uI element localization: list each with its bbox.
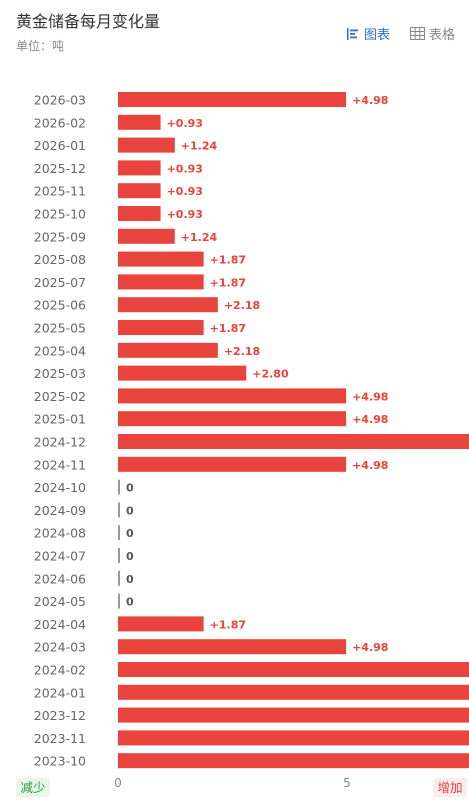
data-label: +2.80 [252,368,289,381]
y-tick-label: 2025-12 [34,161,86,176]
y-tick-label: 2026-02 [34,115,86,130]
data-label: +1.87 [210,322,246,335]
y-tick-label: 2025-03 [34,366,86,381]
y-tick-label: 2026-03 [34,93,86,108]
x-tick-label: 0 [114,776,122,790]
y-tick-label: 2025-04 [34,343,86,358]
data-label: 0 [126,550,134,563]
y-tick-label: 2024-01 [34,685,86,700]
bar [118,479,120,495]
chart-view-button[interactable]: 图表 [346,24,390,43]
bar [118,365,247,381]
bar [118,639,347,655]
y-tick-label: 2025-06 [34,298,86,313]
table-view-label: 表格 [429,28,456,43]
y-tick-label: 2025-11 [34,184,86,199]
bar [118,183,161,199]
y-tick-label: 2025-10 [34,207,86,222]
bar [118,160,161,176]
data-label: +0.93 [167,162,203,175]
chart-view-label: 图表 [364,28,391,43]
data-label: +2.18 [224,299,260,312]
y-tick-label: 2024-11 [34,457,86,472]
y-tick-label: 2024-06 [34,571,86,586]
bar [118,274,204,290]
bar [118,616,204,632]
bar [118,684,469,700]
data-label: +4.98 [352,413,388,426]
bar [118,456,347,472]
y-tick-label: 2025-05 [34,321,86,336]
decrease-badge [16,778,50,797]
bar [118,548,120,563]
bar [118,730,469,746]
y-tick-label: 2024-05 [34,594,86,609]
unit-label: 单位：吨 [16,39,65,53]
data-label: +4.98 [352,459,388,472]
y-tick-label: 2025-09 [34,229,86,244]
y-tick-label: 2024-08 [34,526,86,541]
y-tick-label: 2025-02 [34,389,86,404]
bar [118,228,175,244]
y-tick-label: 2024-02 [34,663,86,678]
bar [118,342,218,358]
y-tick-label: 2024-04 [34,617,86,632]
bar [118,320,204,335]
y-tick-label: 2024-07 [34,549,86,564]
bar [118,662,469,677]
bar-chart-icon [346,27,360,41]
y-tick-label: 2023-10 [34,754,86,769]
increase-label: 增加 [437,780,462,795]
bar [118,707,469,723]
data-label: +0.93 [167,185,203,198]
data-label: 0 [126,596,134,609]
y-tick-label: 2024-12 [34,435,86,450]
bar [118,114,161,130]
data-label: +4.98 [352,641,388,654]
bar [118,502,120,518]
bar [118,753,469,769]
data-label: +1.87 [210,254,246,267]
data-label: +1.24 [181,231,218,244]
y-tick-label: 2025-01 [34,412,86,427]
bar [118,206,161,221]
bar [118,525,120,541]
bar [118,92,347,107]
bar [118,570,120,586]
data-label: 0 [126,504,134,517]
increase-badge [433,778,467,797]
y-tick-label: 2025-08 [34,252,86,267]
data-label: 0 [126,482,134,495]
y-tick-label: 2023-11 [34,731,86,746]
bar [118,411,347,427]
chart-title: 黄金储备每月变化量 [16,12,161,31]
y-tick-label: 2024-09 [34,503,86,518]
bar [118,434,469,449]
data-label: +4.98 [352,390,388,403]
y-tick-label: 2024-10 [34,480,86,495]
data-label: 0 [126,527,134,540]
table-view-button[interactable]: 表格 [410,24,455,43]
y-tick-label: 2026-01 [34,138,86,153]
data-label: +1.87 [210,618,246,631]
y-tick-label: 2025-07 [34,275,86,290]
y-tick-label: 2024-03 [34,640,86,655]
data-label: +1.24 [181,140,218,153]
data-label: +0.93 [167,208,203,221]
x-tick-label: 5 [343,776,351,790]
y-tick-label: 2023-12 [34,708,86,723]
bar [118,593,120,609]
data-label: +2.18 [224,345,260,358]
bar [118,388,347,404]
data-label: 0 [126,573,134,586]
data-label: +0.93 [167,117,203,130]
bar [118,251,204,267]
decrease-label: 减少 [20,780,45,795]
table-icon [410,27,425,40]
bar [118,137,175,153]
data-label: +4.98 [352,94,388,107]
data-label: +1.87 [210,276,246,289]
bar [118,297,218,313]
